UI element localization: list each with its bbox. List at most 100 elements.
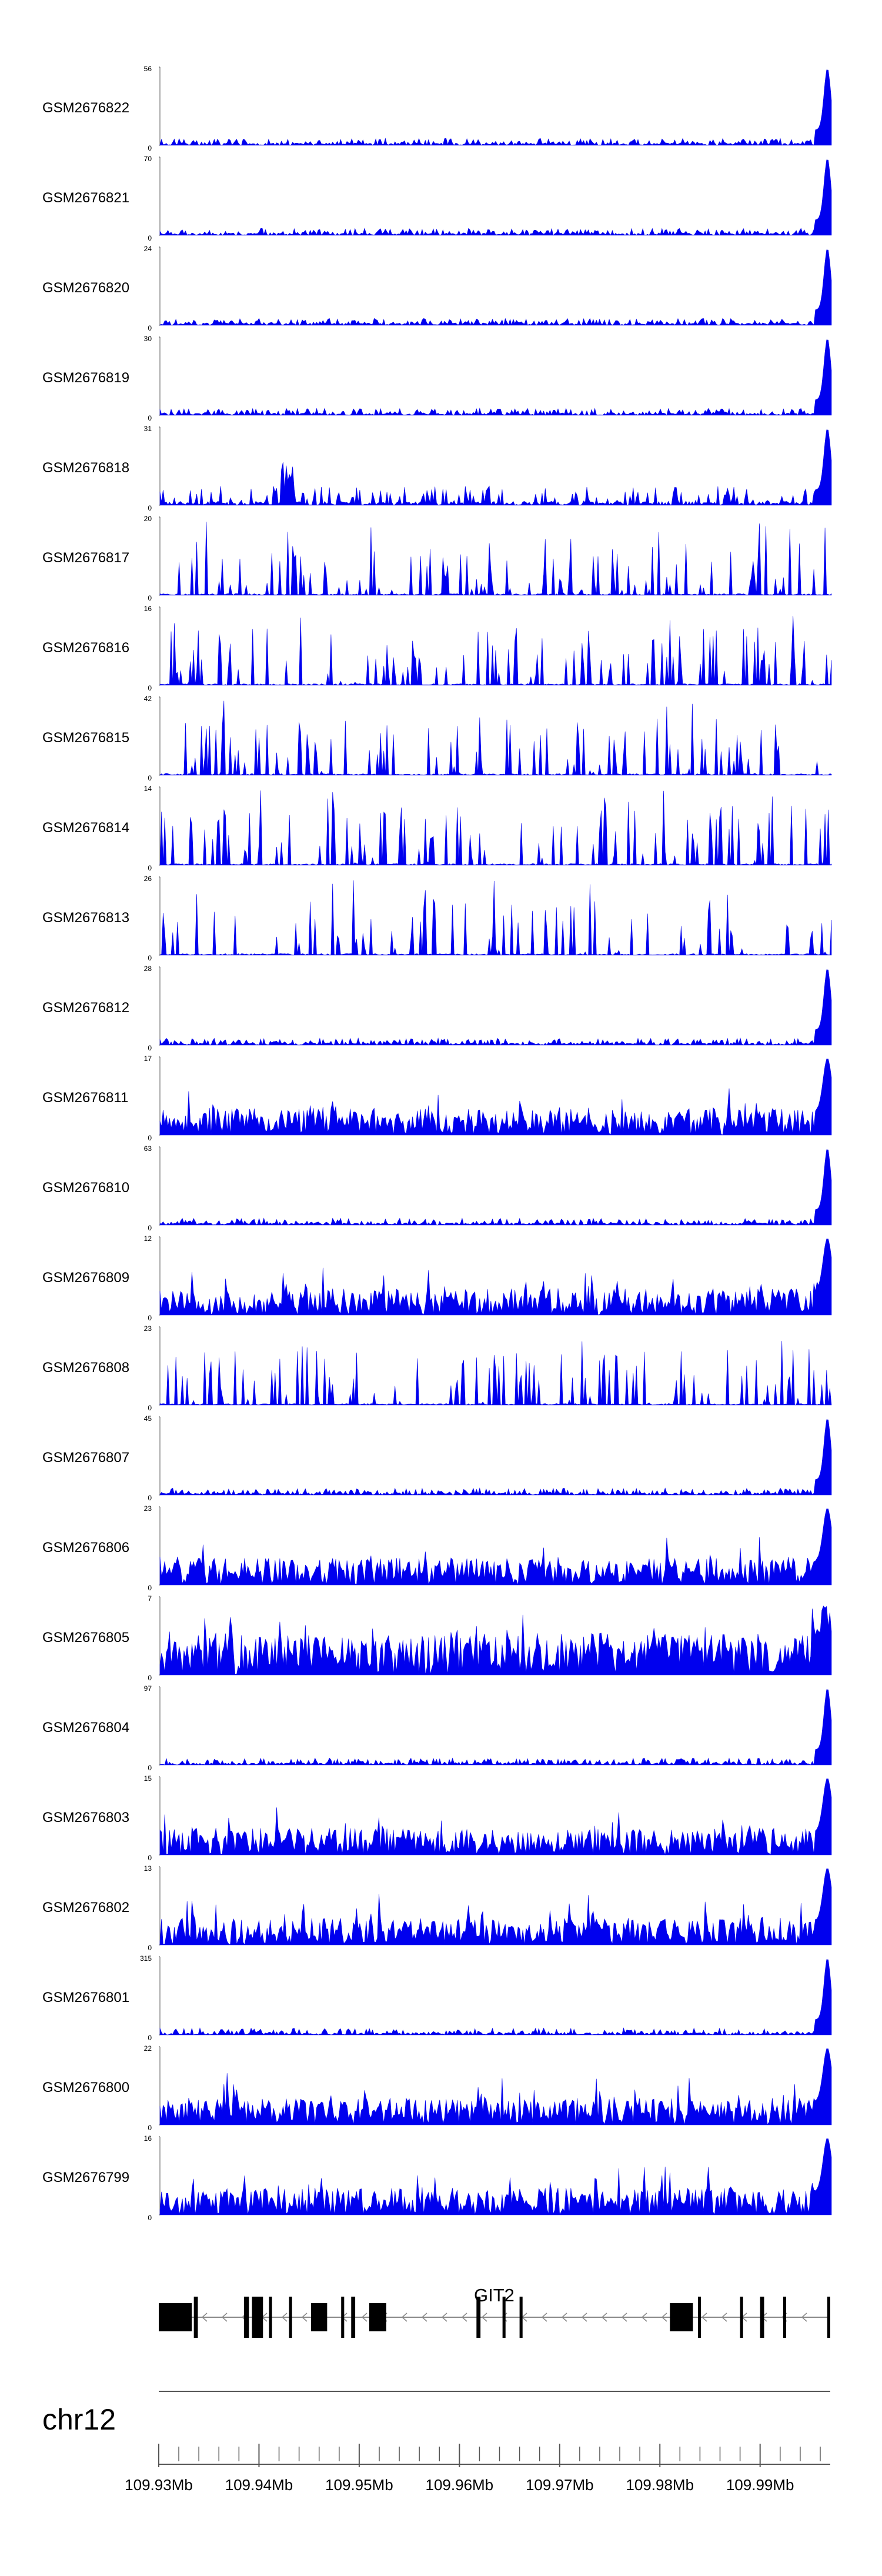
- track-plot: [159, 426, 832, 506]
- track-ymin: 0: [148, 504, 152, 512]
- strand-arrow-icon: [561, 2313, 567, 2322]
- track-ymax: 42: [143, 695, 152, 703]
- track-ymax: 20: [143, 515, 152, 523]
- track-ymin: 0: [148, 324, 152, 332]
- track-plot: [159, 786, 832, 866]
- track-ymax: 16: [143, 605, 152, 613]
- track-ymin: 0: [148, 1404, 152, 1412]
- track: GSM2676820 24 0: [0, 245, 882, 334]
- track-label: GSM2676817: [42, 550, 130, 566]
- track-signal-area: [159, 1149, 832, 1226]
- track-ymax: 63: [143, 1144, 152, 1153]
- track-plot: [159, 2046, 832, 2125]
- track-signal-area: [159, 700, 832, 776]
- track-plot: [159, 2136, 832, 2215]
- chromosome-label: chr12: [42, 2403, 116, 2436]
- track-ymin: 0: [148, 864, 152, 872]
- gene-model: [159, 2297, 830, 2338]
- track-ymin: 0: [148, 1494, 152, 1502]
- track-y-axis: [159, 1956, 161, 2036]
- track-signal-area: [159, 69, 832, 146]
- track-label: GSM2676822: [42, 100, 130, 116]
- axis-tick-label: 109.93Mb: [125, 2476, 193, 2494]
- track-label: GSM2676811: [42, 1090, 129, 1106]
- track-ymax: 315: [139, 1954, 152, 1963]
- axis-tick-label: 109.98Mb: [626, 2476, 694, 2494]
- track-ymin: 0: [148, 1584, 152, 1592]
- gene-exon: [670, 2303, 693, 2331]
- track-ymin: 0: [148, 1674, 152, 1682]
- track-ymin: 0: [148, 2034, 152, 2042]
- track: GSM2676813 26 0: [0, 875, 882, 964]
- track-signal-area: [159, 1606, 832, 1676]
- axis-tick-label: 109.94Mb: [225, 2476, 293, 2494]
- track-plot: [159, 246, 832, 326]
- track: GSM2676819 30 0: [0, 335, 882, 424]
- strand-arrow-icon: [281, 2313, 288, 2322]
- strand-arrow-icon: [701, 2313, 707, 2322]
- strand-arrow-icon: [361, 2313, 368, 2322]
- track-ymax: 22: [143, 2044, 152, 2053]
- track-signal-area: [159, 880, 832, 956]
- strand-arrow-icon: [801, 2313, 807, 2322]
- gene-exon: [783, 2297, 787, 2338]
- track: GSM2676811 17 0: [0, 1055, 882, 1144]
- track-signal-area: [159, 159, 832, 236]
- track-label: GSM2676805: [42, 1630, 130, 1646]
- track-y-axis: [159, 786, 161, 866]
- gene-exon: [502, 2297, 506, 2338]
- track-plot: [159, 1866, 832, 1946]
- track-y-axis: [159, 1326, 161, 1406]
- track-plot: [159, 66, 832, 146]
- track-signal-area: [159, 790, 832, 866]
- track-label: GSM2676819: [42, 370, 130, 386]
- axis-tick-label: 109.96Mb: [425, 2476, 494, 2494]
- axis-tick-label: 109.95Mb: [325, 2476, 393, 2494]
- track-ymax: 24: [143, 245, 152, 253]
- gene-exon: [827, 2297, 830, 2338]
- track-label: GSM2676818: [42, 460, 130, 476]
- track-signal-area: [159, 1341, 832, 1406]
- track-plot: [159, 1236, 832, 1316]
- track-label: GSM2676821: [42, 190, 130, 206]
- track-plot: [159, 606, 832, 686]
- track-plot: [159, 1506, 832, 1586]
- axis-tick-label: 109.99Mb: [726, 2476, 794, 2494]
- track-signal-area: [159, 1868, 832, 1946]
- track-ymax: 23: [143, 1324, 152, 1333]
- gene-exon: [760, 2297, 764, 2338]
- track-y-axis: [159, 966, 161, 1046]
- track: GSM2676804 97 0: [0, 1684, 882, 1774]
- track-signal-area: [159, 1059, 832, 1136]
- track-signal-area: [159, 1509, 832, 1586]
- track-label: GSM2676815: [42, 730, 130, 746]
- track-label: GSM2676804: [42, 1720, 130, 1736]
- track-ymin: 0: [148, 1764, 152, 1772]
- track: GSM2676799 16 0: [0, 2134, 882, 2224]
- strand-arrow-icon: [641, 2313, 647, 2322]
- track-plot: [159, 336, 832, 416]
- track-y-axis: [159, 1596, 161, 1676]
- track-ymin: 0: [148, 2124, 152, 2132]
- track-ymax: 7: [148, 1594, 152, 1603]
- strand-arrow-icon: [421, 2313, 427, 2322]
- track-label: GSM2676802: [42, 1900, 130, 1916]
- gene-exon: [351, 2297, 356, 2338]
- track: GSM2676803 15 0: [0, 1774, 882, 1864]
- track-ymax: 12: [143, 1234, 152, 1243]
- track-signal-area: [159, 969, 832, 1046]
- track-y-axis: [159, 156, 161, 236]
- track-ymin: 0: [148, 1044, 152, 1052]
- track-plot: [159, 1596, 832, 1676]
- track-ymin: 0: [148, 2214, 152, 2222]
- track-plot: [159, 1146, 832, 1226]
- track-label: GSM2676800: [42, 2080, 130, 2095]
- track-label: GSM2676810: [42, 1180, 130, 1196]
- gene-exon: [369, 2303, 386, 2331]
- track: GSM2676801 315 0: [0, 1954, 882, 2044]
- track-label: GSM2676806: [42, 1540, 130, 1556]
- track-y-axis: [159, 1416, 161, 1496]
- track-ymax: 23: [143, 1504, 152, 1513]
- track-plot: [159, 696, 832, 776]
- track: GSM2676816 16 0: [0, 605, 882, 694]
